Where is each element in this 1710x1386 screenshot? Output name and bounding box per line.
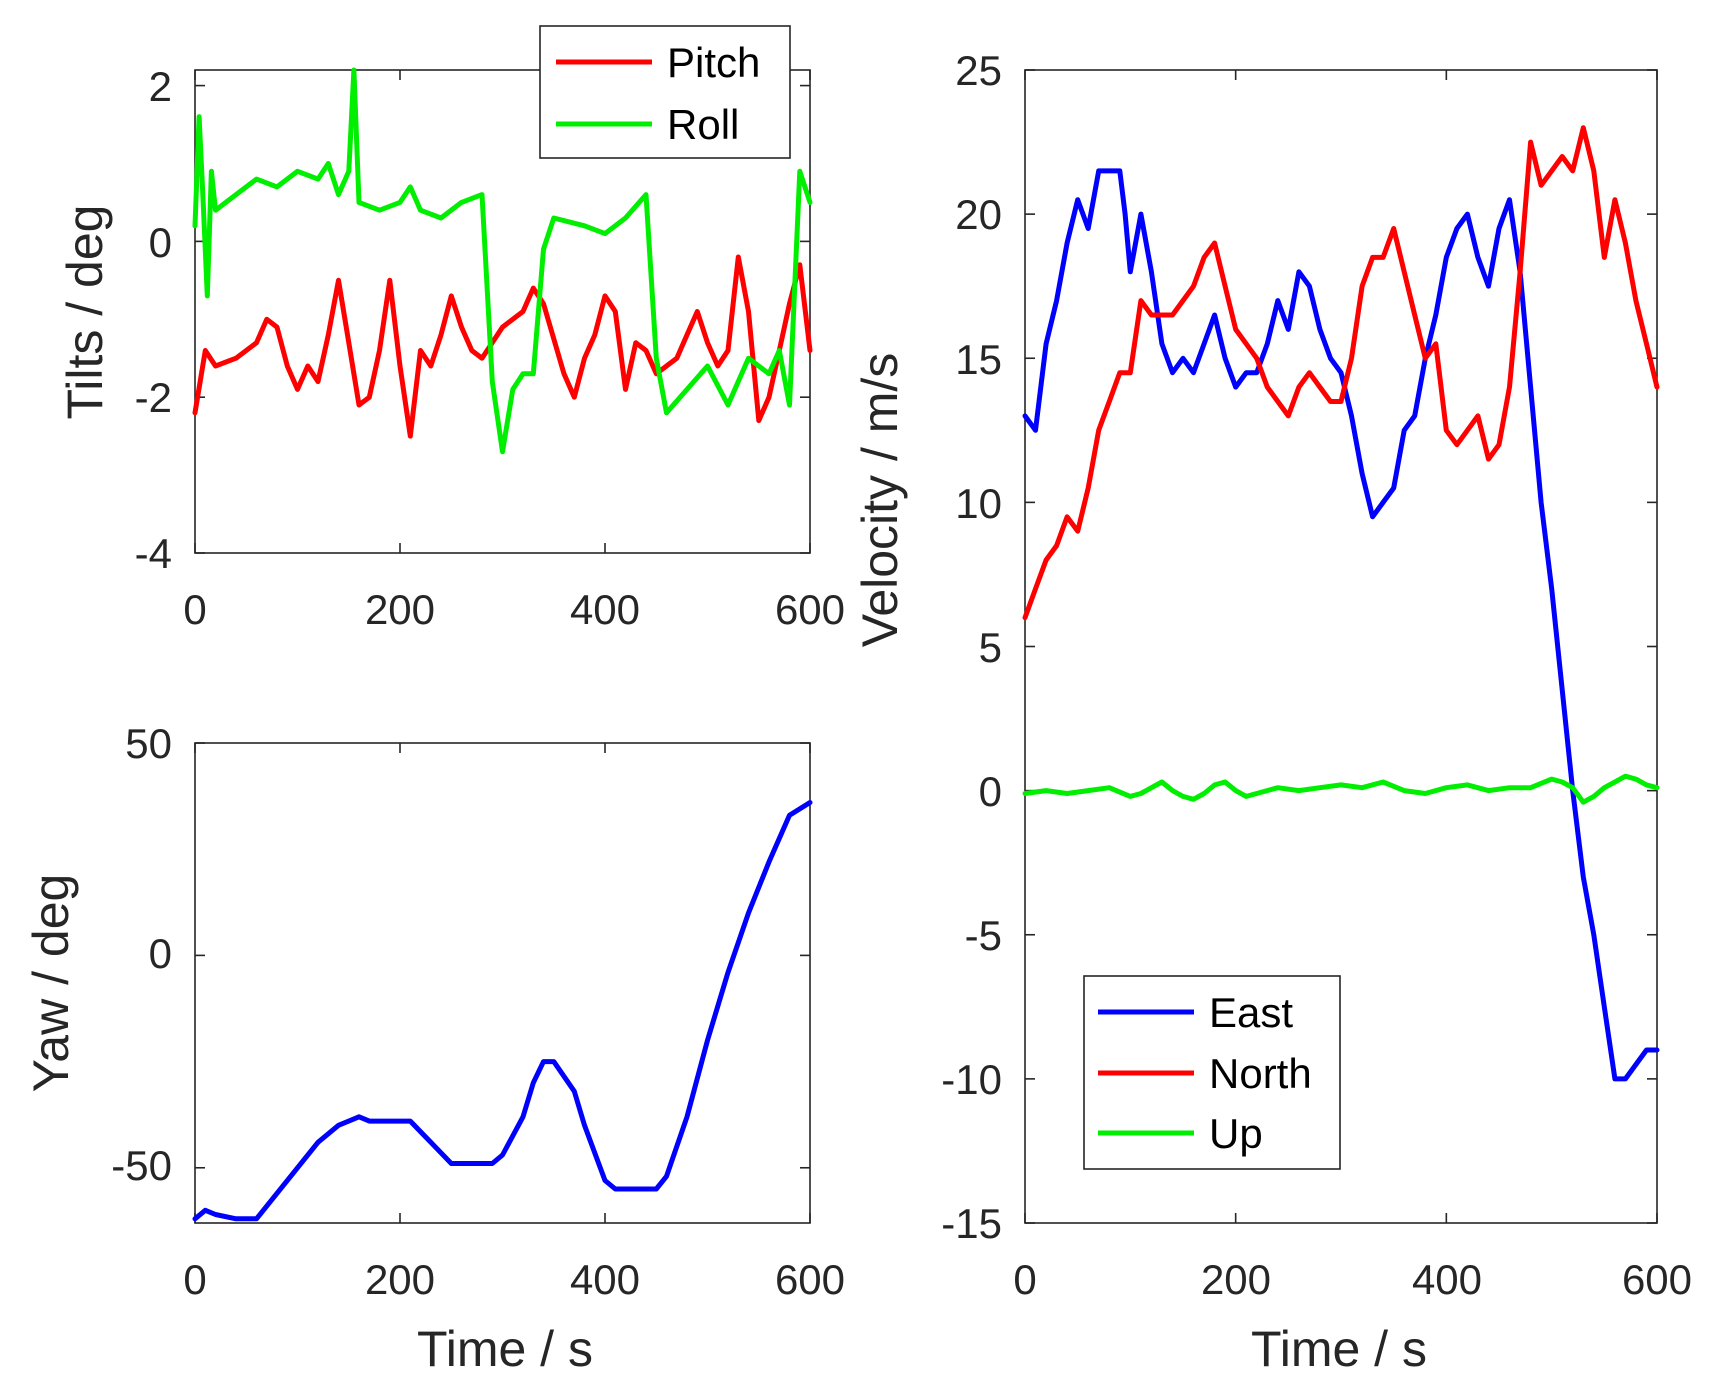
yaw-series-yaw [192,800,813,1222]
yaw-lines [192,800,813,1222]
velocity-series-up [1022,773,1660,805]
yaw-xtick-label: 600 [775,1256,845,1303]
legend-up-label: Up [1209,1110,1263,1157]
tilts-lines [192,67,813,455]
velocity-series-east [1022,168,1660,1082]
velocity-ytick-label: -5 [965,912,1002,959]
velocity-ytick-label: 25 [955,47,1002,94]
yaw-axes-box [194,742,811,1224]
velocity-ytick-labels: -15 -10 -5 0 5 10 15 20 25 [941,47,1002,1247]
yaw-xtick-label: 200 [365,1256,435,1303]
velocity-plot: 0 200 400 600 -15 -10 -5 0 5 10 15 20 25… [852,47,1692,1377]
velocity-xtick-label: 0 [1013,1256,1036,1303]
velocity-xlabel: Time / s [1251,1321,1427,1377]
velocity-xtick-label: 600 [1622,1256,1692,1303]
velocity-ytick-label: 0 [979,768,1002,815]
tilts-xtick-label: 200 [365,586,435,633]
legend-pitch-label: Pitch [667,39,760,86]
yaw-ytick-label: -50 [111,1142,172,1189]
velocity-legend: East North Up [1083,975,1341,1170]
yaw-xtick-label: 0 [183,1256,206,1303]
yaw-ytick-label: 0 [149,930,172,977]
yaw-xtick-labels: 0 200 400 600 [183,1256,845,1303]
legend-east-label: East [1209,989,1293,1036]
legend-roll-label: Roll [667,101,739,148]
yaw-ytick-label: 50 [125,720,172,767]
tilts-ylabel: Tilts / deg [57,205,113,420]
tilts-xtick-label: 0 [183,586,206,633]
velocity-xtick-label: 200 [1201,1256,1271,1303]
velocity-ylabel: Velocity / m/s [852,353,908,648]
velocity-series-north [1022,125,1660,621]
yaw-plot: 0 200 400 600 -50 0 50 Yaw / deg Time / … [23,720,845,1377]
tilts-ytick-labels: -4 -2 0 2 [135,63,172,577]
velocity-ytick-label: 10 [955,480,1002,527]
velocity-xtick-labels: 0 200 400 600 [1013,1256,1692,1303]
yaw-xlabel: Time / s [417,1321,593,1377]
velocity-ytick-label: 5 [979,624,1002,671]
tilts-legend-box [539,25,791,159]
tilts-series-pitch [192,254,813,439]
tilts-ytick-label: -2 [135,374,172,421]
velocity-ytick-label: -15 [941,1200,1002,1247]
tilts-plot: 0 200 400 600 -4 -2 0 2 Tilts / deg Pitc… [57,25,845,633]
velocity-xtick-label: 400 [1412,1256,1482,1303]
tilts-ytick-label: 2 [149,63,172,110]
velocity-ticks [1024,69,1658,1224]
velocity-ytick-label: 15 [955,336,1002,383]
velocity-ytick-label: -10 [941,1056,1002,1103]
yaw-ytick-labels: -50 0 50 [111,720,172,1189]
legend-north-label: North [1209,1050,1312,1097]
tilts-xtick-labels: 0 200 400 600 [183,586,845,633]
tilts-ytick-label: -4 [135,530,172,577]
yaw-xtick-label: 400 [570,1256,640,1303]
tilts-series-roll [192,67,813,455]
yaw-ylabel: Yaw / deg [23,874,79,1093]
tilts-xtick-label: 400 [570,586,640,633]
tilts-legend: Pitch Roll [539,25,791,159]
tilts-ytick-label: 0 [149,219,172,266]
velocity-lines [1022,125,1660,1082]
velocity-ytick-label: 20 [955,191,1002,238]
tilts-xtick-label: 600 [775,586,845,633]
